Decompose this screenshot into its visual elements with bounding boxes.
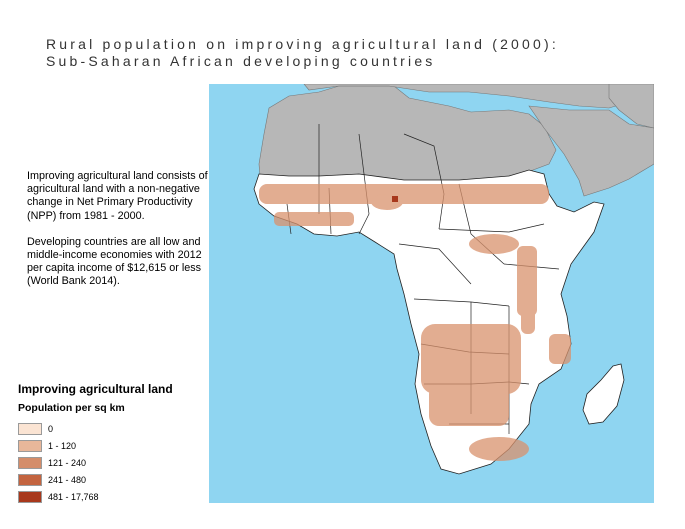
legend-item-1: 1 - 120 <box>18 437 208 454</box>
map-legend: Improving agricultural land Population p… <box>18 382 208 505</box>
map-title-line-1: Rural population on improving agricultur… <box>46 36 559 52</box>
legend-label: 481 - 17,768 <box>48 491 99 502</box>
legend-item-2: 121 - 240 <box>18 454 208 471</box>
legend-label: 0 <box>48 423 54 434</box>
africa-map <box>209 84 654 503</box>
map-notes: Improving agricultural land consists of … <box>27 170 212 302</box>
high-density-patch <box>392 196 398 202</box>
legend-label: 241 - 480 <box>48 474 87 485</box>
definition-note: Improving agricultural land consists of … <box>27 170 208 222</box>
map-title: Rural population on improving agricultur… <box>46 36 559 70</box>
arabia-land <box>528 105 654 197</box>
legend-swatch <box>18 422 42 435</box>
legend-label: 121 - 240 <box>48 457 87 468</box>
developing-countries-note: Developing countries are all low and mid… <box>27 235 202 288</box>
legend-label: 1 - 120 <box>48 440 77 451</box>
legend-swatch <box>18 473 42 486</box>
rural-population-density <box>259 184 571 461</box>
legend-title: Improving agricultural land <box>18 382 173 396</box>
legend-swatch <box>18 439 42 452</box>
legend-item-0: 0 <box>18 420 208 437</box>
map-title-line-2: Sub-Saharan African developing countries <box>46 53 436 69</box>
madagascar-land <box>582 363 625 425</box>
legend-swatch <box>18 456 42 469</box>
legend-item-3: 241 - 480 <box>18 471 208 488</box>
legend-swatch <box>18 490 42 503</box>
legend-subtitle: Population per sq km <box>18 402 125 414</box>
middle-east-land <box>608 84 654 129</box>
legend-item-4: 481 - 17,768 <box>18 488 208 505</box>
